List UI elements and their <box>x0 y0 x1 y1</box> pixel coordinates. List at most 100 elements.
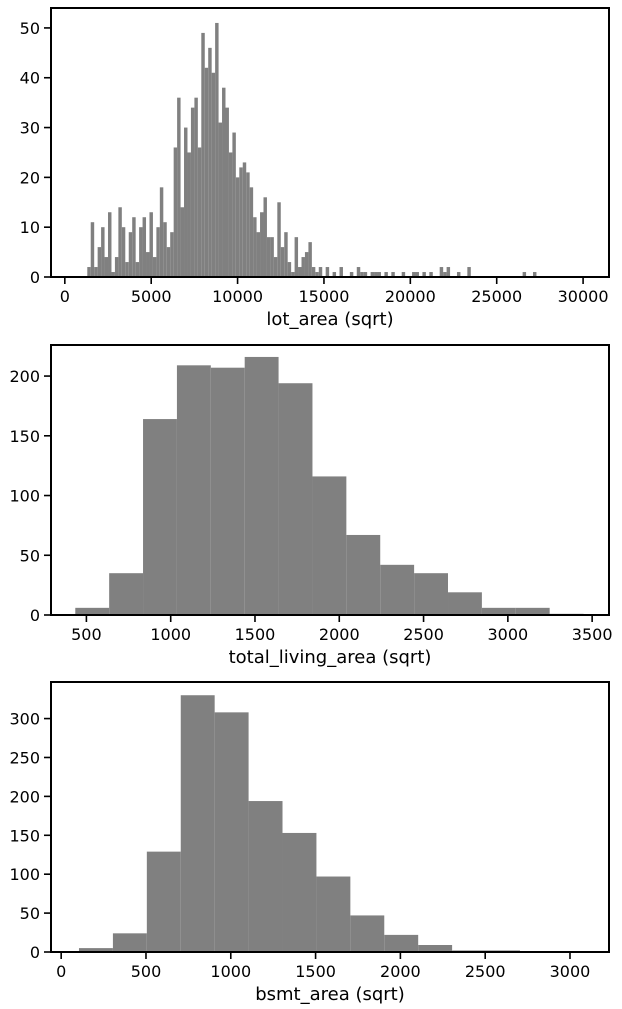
bsmt-area-bar <box>384 934 419 952</box>
lot-area-histogram: 0 5000 10000 15000 20000 25000 30000 0 10 20 30 40… <box>20 7 610 330</box>
bsmt-area-y-tick-label: 100 <box>9 865 40 884</box>
bsmt-area-bar <box>248 801 283 952</box>
lot-area-bar <box>287 262 292 277</box>
bsmt-area-x-tick-label: 3000 <box>550 962 591 981</box>
total-living-area-bar <box>481 607 516 615</box>
bsmt-area-y-ticks: 0 50 100 150 200 250 300 <box>9 710 51 962</box>
lot-area-y-tick-label: 40 <box>20 69 40 88</box>
lot-area-bar <box>263 197 267 277</box>
total-living-area-x-tick-label: 3000 <box>487 625 528 644</box>
lot-area-bar <box>218 122 223 277</box>
lot-area-bar <box>139 227 143 277</box>
bsmt-area-bar <box>282 832 317 952</box>
total-living-area-bar <box>143 419 177 615</box>
lot-area-bar <box>242 162 247 277</box>
total-living-area-y-ticks: 0 50 100 150 200 <box>9 367 51 625</box>
total-living-area-x-tick-label: 1500 <box>235 625 276 644</box>
total-living-area-bar <box>109 573 144 615</box>
total-living-area-bar <box>380 564 415 615</box>
lot-area-x-tick-label: 30000 <box>558 287 609 306</box>
bsmt-area-bar <box>418 945 453 952</box>
lot-area-bar <box>298 267 302 277</box>
lot-area-bar <box>228 152 233 277</box>
total-living-area-x-tick-label: 1000 <box>150 625 191 644</box>
lot-area-y-tick-label: 20 <box>20 168 40 187</box>
lot-area-bar <box>249 187 254 277</box>
lot-area-bar <box>146 252 150 277</box>
lot-area-bar <box>166 247 171 277</box>
lot-area-bar <box>132 217 136 277</box>
lot-area-bar <box>363 272 368 277</box>
lot-area-bar <box>360 272 364 277</box>
lot-area-bar <box>135 262 140 277</box>
lot-area-bar <box>118 207 122 277</box>
lot-area-bar <box>201 32 205 277</box>
total-living-area-bar <box>176 365 211 615</box>
lot-area-x-tick-label: 10000 <box>212 287 263 306</box>
lot-area-x-ticks: 0 5000 10000 15000 20000 25000 30000 <box>60 277 609 306</box>
total-living-area-bar <box>346 534 381 615</box>
lot-area-bar <box>253 217 257 277</box>
total-living-area-y-tick-label: 50 <box>20 546 40 565</box>
lot-area-bar <box>190 107 195 277</box>
lot-area-bar <box>412 272 416 277</box>
lot-area-bar <box>522 272 527 277</box>
lot-area-bar <box>125 262 129 277</box>
lot-area-bar <box>280 247 285 277</box>
lot-area-bar <box>104 257 109 277</box>
lot-area-bar <box>415 272 419 277</box>
lot-area-bar <box>456 272 461 277</box>
total-living-area-bar <box>414 573 448 615</box>
bsmt-area-x-tick-label: 1000 <box>210 962 251 981</box>
total-living-area-bar <box>278 383 313 615</box>
bsmt-area-y-tick-label: 250 <box>9 748 40 767</box>
lot-area-bar <box>301 257 305 277</box>
bsmt-area-y-tick-label: 200 <box>9 787 40 806</box>
lot-area-bar <box>246 172 250 277</box>
lot-area-bar <box>308 242 312 277</box>
total-living-area-y-tick-label: 0 <box>30 606 40 625</box>
lot-area-bar <box>349 272 354 277</box>
lot-area-bar <box>94 267 98 277</box>
total-living-area-x-tick-label: 3500 <box>572 625 613 644</box>
total-living-area-bar <box>312 476 347 615</box>
total-living-area-histogram: 500 1000 1500 2000 2500 3000 3500 0 50 100 150 200… <box>9 344 613 668</box>
lot-area-bar <box>121 227 126 277</box>
lot-area-bar <box>339 267 343 277</box>
lot-area-bar <box>204 67 209 277</box>
bsmt-area-y-tick-label: 150 <box>9 826 40 845</box>
lot-area-bar <box>332 272 337 277</box>
lot-area-bar <box>197 147 202 277</box>
lot-area-bar <box>384 272 388 277</box>
bsmt-area-x-tick-label: 2500 <box>465 962 506 981</box>
total-living-area-bar <box>210 367 245 615</box>
lot-area-bar <box>159 187 164 277</box>
bsmt-area-histogram: 0 500 1000 1500 2000 2500 3000 0 50 100 150 200 250… <box>9 681 610 1005</box>
bsmt-area-plot-frame <box>50 681 610 953</box>
lot-area-bar <box>114 257 119 277</box>
total-living-area-bars <box>75 356 584 615</box>
lot-area-bar <box>532 272 537 277</box>
bsmt-area-bar <box>214 712 249 952</box>
lot-area-bar <box>211 72 216 277</box>
lot-area-bar <box>443 272 447 277</box>
lot-area-plot-frame <box>50 7 610 278</box>
lot-area-bar <box>325 267 330 277</box>
lot-area-bar <box>173 147 178 277</box>
total-living-area-bar <box>448 592 482 615</box>
total-living-area-plot-frame <box>50 344 610 616</box>
lot-area-bar <box>277 202 281 277</box>
bsmt-area-bars <box>78 695 588 952</box>
lot-area-bars <box>87 22 537 277</box>
bsmt-area-bar <box>180 695 215 952</box>
bsmt-area-x-tick-label: 2000 <box>380 962 421 981</box>
total-living-area-y-tick-label: 200 <box>9 367 40 386</box>
lot-area-bar <box>294 237 299 277</box>
lot-area-bar <box>377 272 381 277</box>
total-living-area-bar <box>244 356 279 615</box>
lot-area-bar <box>180 207 185 277</box>
lot-area-bar <box>108 212 112 277</box>
total-living-area-bar <box>515 607 550 615</box>
lot-area-bar <box>356 267 361 277</box>
